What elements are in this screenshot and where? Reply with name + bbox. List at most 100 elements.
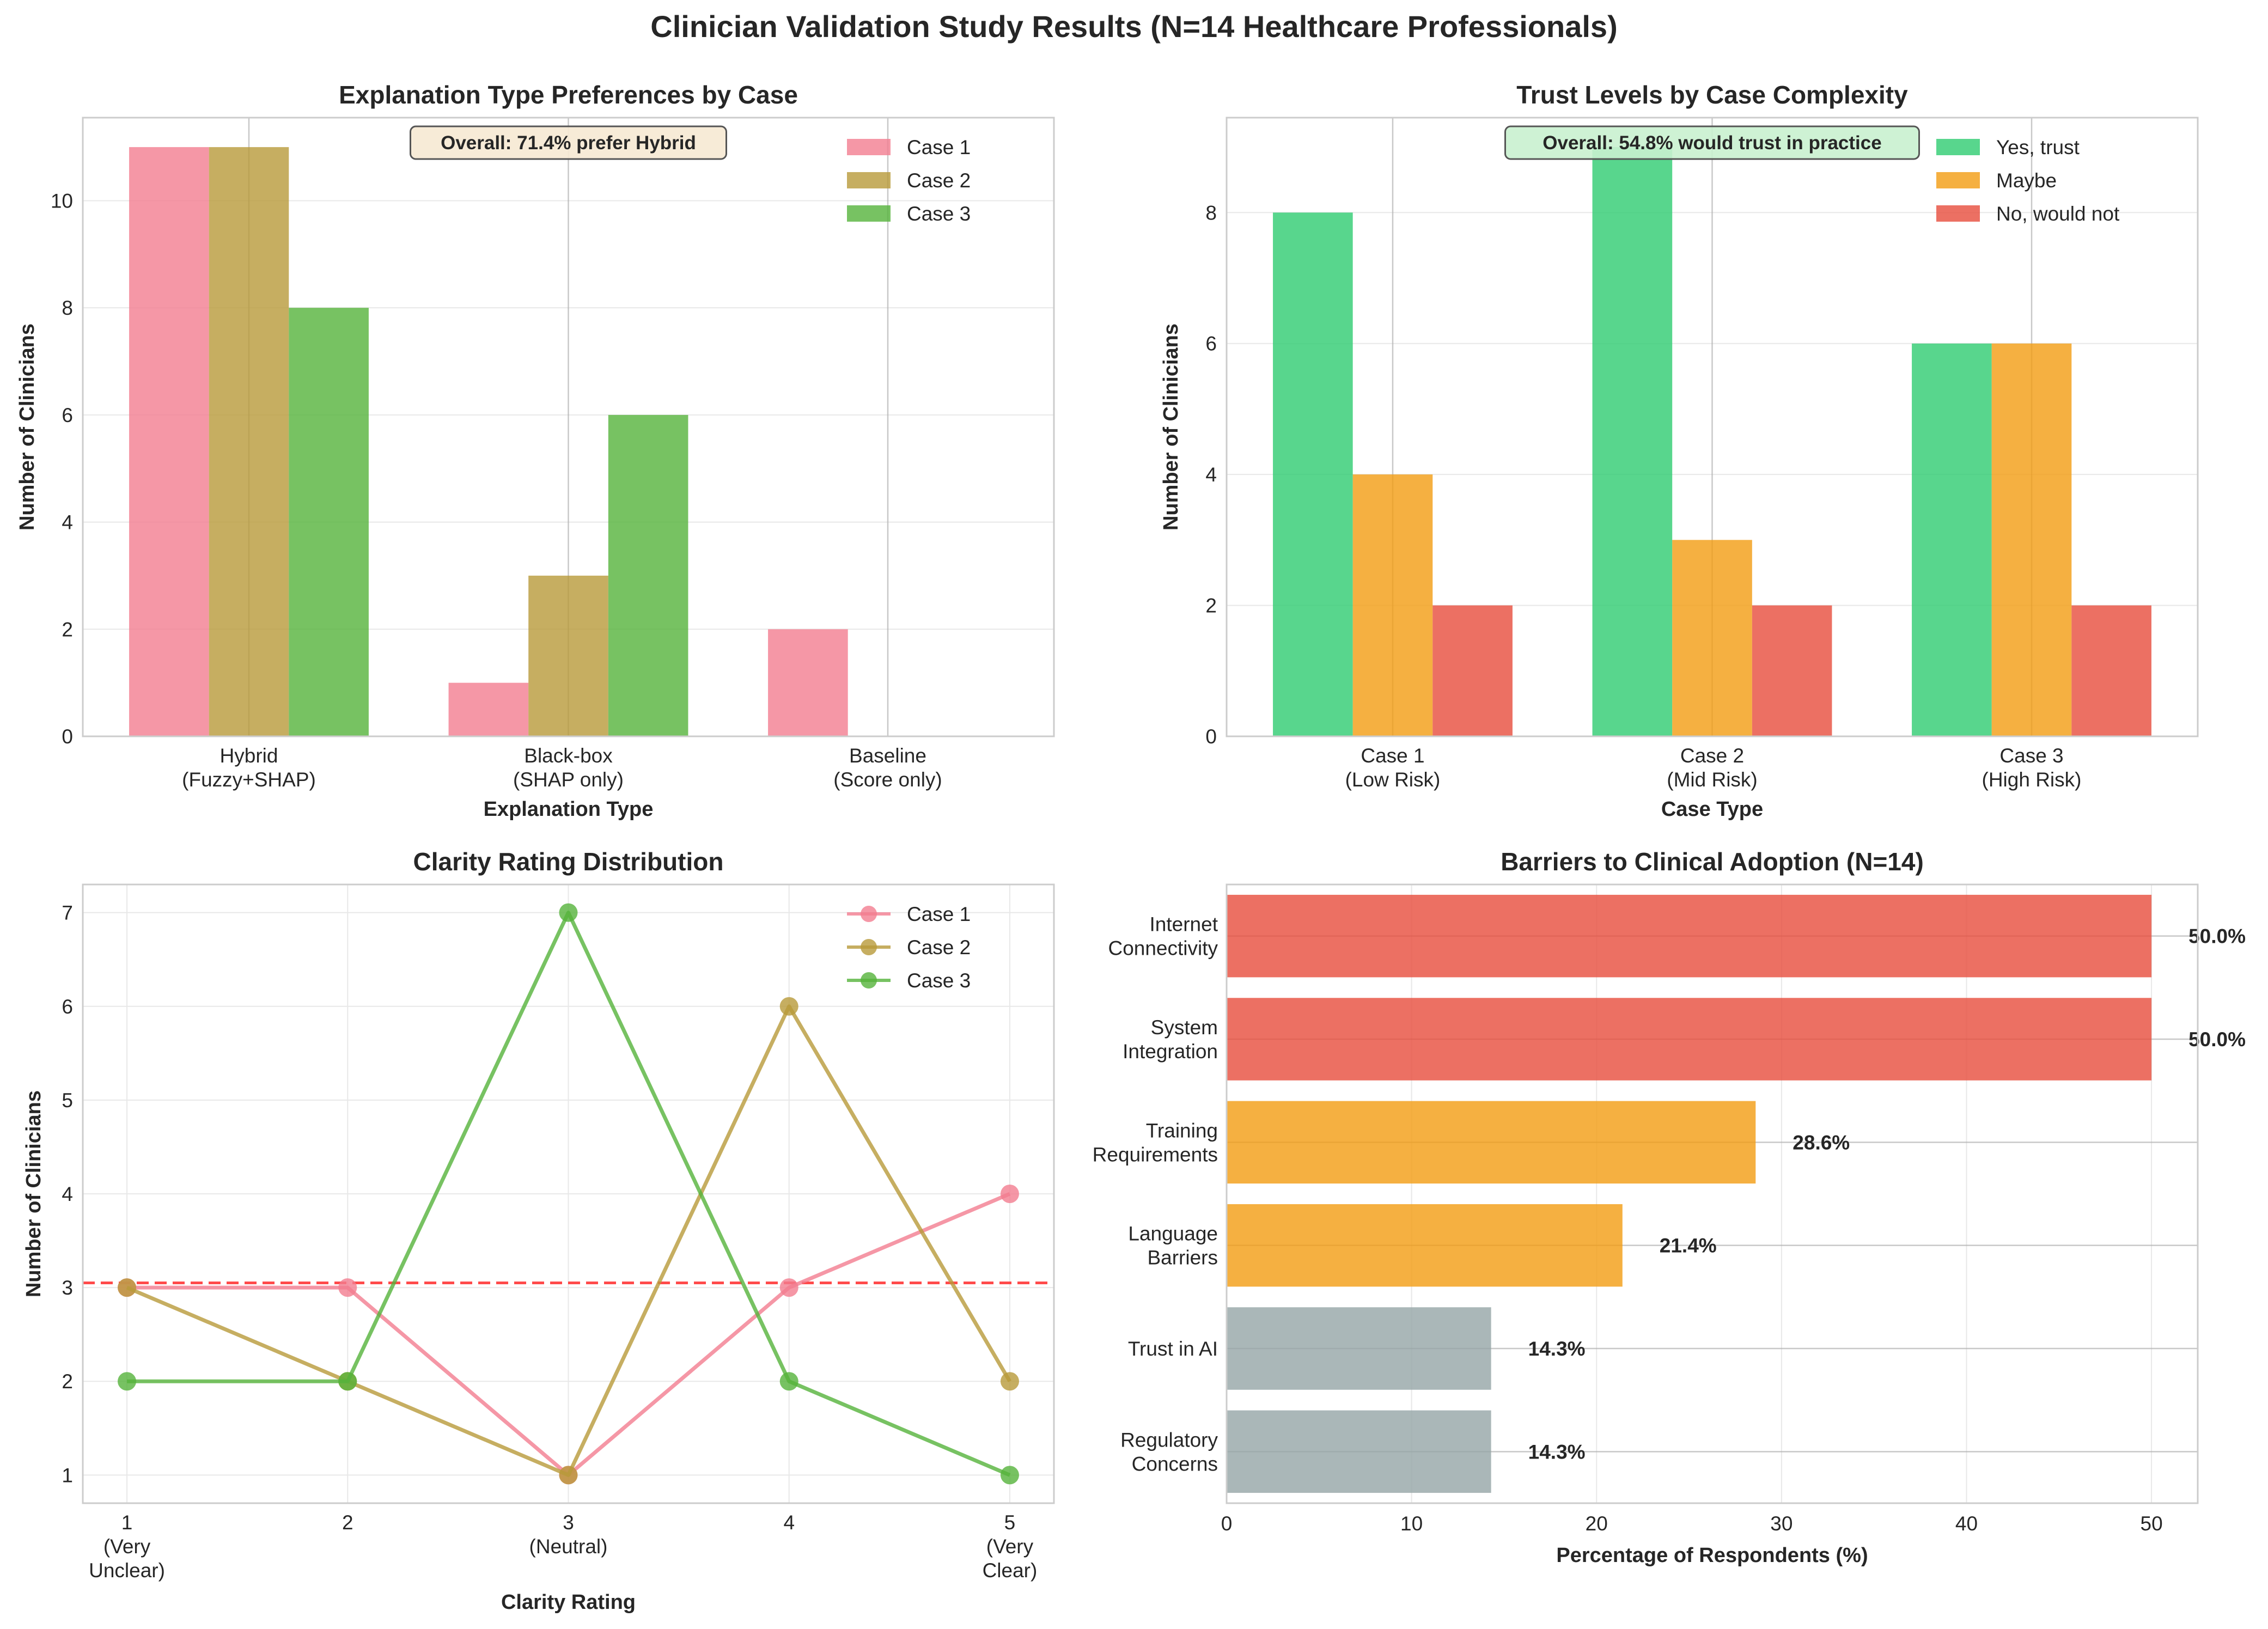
y-tick-label: 10 (51, 190, 73, 212)
y-tick-label: Trust in AI (1128, 1338, 1218, 1360)
y-axis-label: Number of Clinicians (22, 1090, 45, 1297)
legend-marker (861, 906, 877, 922)
x-tick-label: 4 (783, 1511, 795, 1534)
legend-label: Yes, trust (1996, 136, 2080, 158)
y-tick-label: 2 (62, 618, 73, 640)
legend-marker (861, 972, 877, 989)
x-axis-label: Explanation Type (484, 798, 654, 821)
x-tick-label: 0 (1221, 1512, 1233, 1535)
legend-label: Case 3 (907, 969, 971, 992)
y-tick-label: 2 (62, 1370, 73, 1393)
y-axis-label: Number of Clinicians (1160, 324, 1182, 530)
explanation-preferences-chart: 0 2 4 6 8 10 Hybrid (Fuzzy+SHAP) Black-box (SHAP … (16, 81, 1055, 821)
trust-levels-chart: 0 2 4 6 8 Case 1 (Low Risk) Case 2 (Mid Risk) Cas… (1160, 81, 2199, 821)
y-tick-label: Regulatory Concerns (1120, 1429, 1218, 1475)
bar (1227, 1101, 1756, 1184)
bar (608, 414, 688, 736)
x-tick-label: Case 2 (Mid Risk) (1667, 745, 1757, 791)
bar (209, 147, 289, 737)
bar-value-label: 14.3% (1528, 1441, 1586, 1463)
data-point (559, 903, 578, 922)
y-tick-label: 4 (62, 1183, 73, 1205)
x-tick-label: 30 (1770, 1512, 1793, 1535)
y-axis-label: Number of Clinicians (16, 324, 39, 530)
annotation-box (1504, 125, 1920, 160)
annotation-text: Overall: 54.8% would trust in practice (1543, 132, 1881, 154)
adoption-barriers-chart: 50.0%50.0%28.6%21.4%14.3%14.3%Internet Co… (1093, 847, 2246, 1567)
bar (1227, 1204, 1623, 1287)
bar (1227, 1307, 1491, 1390)
x-tick-label: 3 (Neutral) (529, 1511, 608, 1558)
bar (528, 575, 608, 736)
bar (1227, 894, 2152, 978)
legend-swatch (847, 139, 891, 155)
bar (768, 629, 848, 736)
y-tick-label: 5 (62, 1089, 73, 1112)
y-tick-label: Language Barriers (1128, 1223, 1218, 1269)
bar (1273, 212, 1353, 736)
bar-value-label: 28.6% (1793, 1131, 1850, 1154)
bar (129, 147, 209, 737)
legend-label: Case 3 (907, 203, 971, 225)
legend-label: No, would not (1996, 203, 2120, 225)
x-tick-label: 50 (2141, 1512, 2163, 1535)
figure-title: Clinician Validation Study Results (N=14… (650, 9, 1617, 44)
annotation-text: Overall: 71.4% prefer Hybrid (441, 132, 696, 154)
x-tick-label: Case 3 (High Risk) (1982, 745, 2082, 791)
x-tick-label: 2 (342, 1511, 353, 1534)
x-tick-label: 1 (Very Unclear) (89, 1511, 165, 1582)
data-point (1000, 1372, 1019, 1391)
x-axis-label: Clarity Rating (501, 1591, 636, 1614)
bar (1592, 147, 1673, 737)
y-tick-label: Training Requirements (1093, 1119, 1218, 1166)
y-tick-label: 2 (1205, 595, 1217, 617)
bar (1672, 540, 1752, 736)
legend-label: Maybe (1996, 169, 2057, 192)
legend-swatch (847, 205, 891, 222)
y-tick-label: 6 (62, 996, 73, 1018)
y-tick-label: 1 (62, 1464, 73, 1486)
bar-value-label: 14.3% (1528, 1338, 1586, 1360)
chart-title: Barriers to Clinical Adoption (N=14) (1501, 847, 1924, 876)
bar-value-label: 21.4% (1660, 1235, 1717, 1257)
data-point (338, 1372, 357, 1391)
y-tick-label: 4 (1205, 463, 1217, 486)
y-tick-label: 3 (62, 1277, 73, 1299)
legend-marker (861, 939, 877, 955)
data-point (338, 1278, 357, 1297)
x-tick-label: 5 (Very Clear) (983, 1511, 1038, 1582)
data-point (1000, 1466, 1019, 1485)
y-tick-label: 6 (1205, 333, 1217, 355)
bar (1752, 605, 1832, 736)
legend-label: Case 1 (907, 903, 971, 925)
plot-area (1227, 884, 2198, 1503)
x-tick-label: Baseline (Score only) (833, 745, 942, 791)
data-point (118, 1278, 137, 1297)
chart-title: Clarity Rating Distribution (413, 847, 724, 876)
bar (2071, 605, 2151, 736)
y-tick-label: 6 (62, 404, 73, 426)
x-axis-label: Case Type (1661, 798, 1763, 821)
y-tick-label: Internet Connectivity (1108, 913, 1218, 960)
bar (1227, 998, 2152, 1081)
legend-swatch (1936, 205, 1980, 222)
legend-swatch (847, 172, 891, 188)
plot-border (82, 883, 1055, 1504)
y-tick-label: 8 (62, 297, 73, 319)
legend-label: Case 2 (907, 936, 971, 959)
legend-swatch (1936, 139, 1980, 155)
x-tick-label: 40 (1955, 1512, 1978, 1535)
bar (1227, 1410, 1491, 1493)
plot-border (1226, 117, 2199, 737)
y-tick-label: 8 (1205, 202, 1217, 224)
bar (448, 682, 529, 736)
bar (1991, 343, 2072, 736)
bar (1432, 605, 1513, 736)
y-tick-label: 0 (62, 725, 73, 748)
data-point (1000, 1185, 1019, 1203)
data-point (118, 1372, 137, 1391)
data-point (779, 1372, 798, 1391)
legend-label: Case 1 (907, 136, 971, 158)
data-point (779, 1278, 798, 1297)
